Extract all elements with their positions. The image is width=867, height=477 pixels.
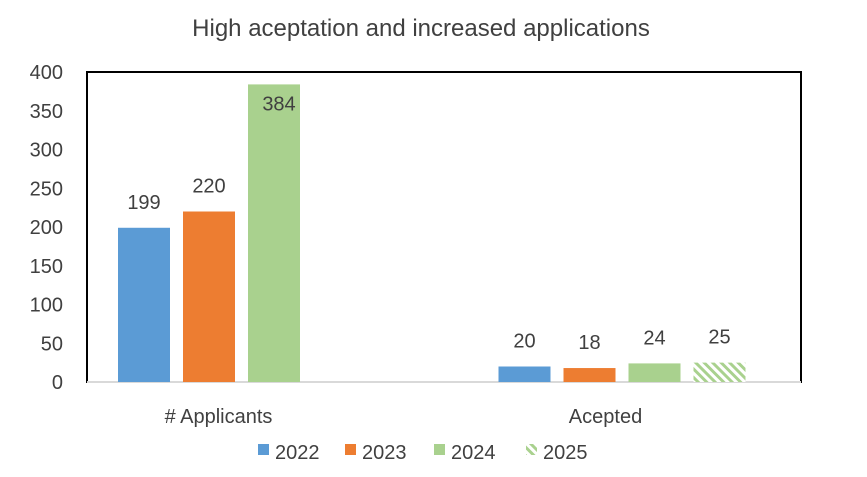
y-tick-label: 0	[52, 372, 63, 394]
y-tick-label: 150	[30, 256, 63, 278]
y-tick-label: 50	[41, 333, 63, 355]
legend-swatch-2022	[258, 444, 269, 455]
data-label: 20	[513, 331, 535, 353]
bar-2025-acepted	[693, 362, 746, 382]
bar-2022-applicants	[118, 227, 170, 382]
legend-label-2024: 2024	[451, 442, 496, 464]
y-tick-label: 250	[30, 178, 63, 200]
legend: 2022 2023 2024 2025	[258, 442, 588, 464]
data-labels: 199 220 384 20 18 24 25	[127, 93, 730, 354]
bar-2023-acepted	[563, 368, 616, 382]
legend-swatch-2023	[345, 444, 356, 455]
data-label: 384	[262, 93, 295, 115]
x-category-label: Acepted	[569, 406, 642, 428]
bar-2024-applicants	[248, 84, 300, 383]
data-label: 220	[192, 176, 225, 198]
y-tick-label: 200	[30, 217, 63, 239]
bars	[118, 84, 746, 383]
y-tick-label: 100	[30, 295, 63, 317]
axes: 0 50 100 150 200 250 300 350 400 # Applicants Acep…	[30, 62, 802, 428]
y-tick-label: 400	[30, 62, 63, 84]
y-tick-label: 350	[30, 101, 63, 123]
bar-2022-acepted	[498, 366, 551, 382]
legend-swatch-2025	[526, 444, 537, 455]
x-category-label: # Applicants	[165, 406, 273, 428]
data-label: 199	[127, 192, 160, 214]
bar-2024-acepted	[628, 363, 681, 382]
chart-title: High aceptation and increased applicatio…	[192, 15, 650, 42]
data-label: 18	[578, 332, 600, 354]
legend-label-2022: 2022	[275, 442, 320, 464]
data-label: 24	[643, 327, 665, 349]
data-label: 25	[708, 327, 730, 349]
legend-label-2023: 2023	[362, 442, 407, 464]
legend-swatch-2024	[434, 444, 445, 455]
bar-2023-applicants	[183, 211, 235, 382]
legend-label-2025: 2025	[543, 442, 588, 464]
y-tick-label: 300	[30, 140, 63, 162]
